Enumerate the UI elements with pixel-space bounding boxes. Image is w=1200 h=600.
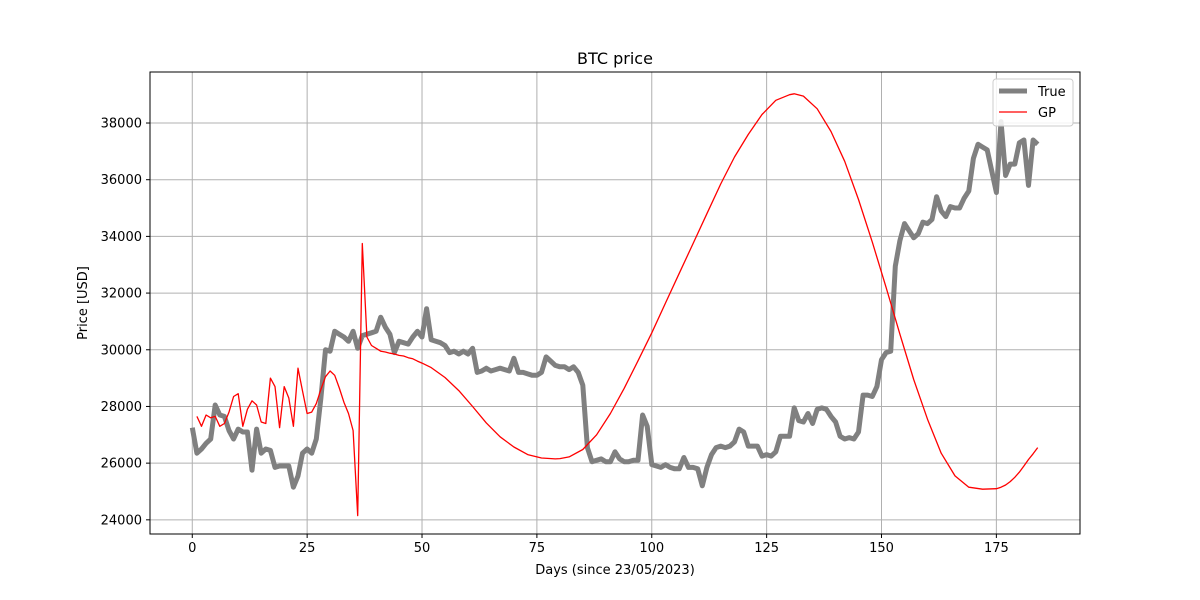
- y-tick-label: 38000: [101, 117, 142, 132]
- series-layer: [189, 93, 1040, 517]
- y-tick-label: 34000: [101, 230, 142, 245]
- legend-label-true: True: [1037, 85, 1066, 100]
- x-tick-label: 0: [188, 541, 196, 556]
- series-line-true: [189, 119, 1040, 490]
- y-tick-label: 26000: [101, 457, 142, 472]
- x-tick-label: 50: [414, 541, 431, 556]
- x-tick-label: 125: [754, 541, 779, 556]
- y-tick-label: 36000: [101, 173, 142, 188]
- plot-frame: [149, 71, 1081, 535]
- chart-title: BTC price: [577, 49, 653, 68]
- y-tick-label: 32000: [101, 287, 142, 302]
- x-axis: 0 25 50 75 100 125 150 175: [188, 534, 1009, 556]
- x-axis-label: Days (since 23/05/2023): [535, 563, 695, 578]
- y-tick-label: 28000: [101, 400, 142, 415]
- grid: [150, 72, 1080, 534]
- legend-label-gp: GP: [1038, 106, 1056, 121]
- x-tick-label: 175: [984, 541, 1009, 556]
- x-tick-label: 75: [529, 541, 546, 556]
- y-axis: 24000 26000 28000 30000 32000 34000 36000 38000: [101, 117, 150, 528]
- y-axis-label: Price [USD]: [76, 266, 91, 340]
- y-tick-label: 30000: [101, 343, 142, 358]
- x-tick-label: 150: [869, 541, 894, 556]
- series-line-gp: [196, 93, 1039, 517]
- legend: True GP: [992, 78, 1074, 127]
- y-tick-label: 24000: [101, 513, 142, 528]
- x-tick-label: 100: [639, 541, 664, 556]
- x-tick-label: 25: [299, 541, 316, 556]
